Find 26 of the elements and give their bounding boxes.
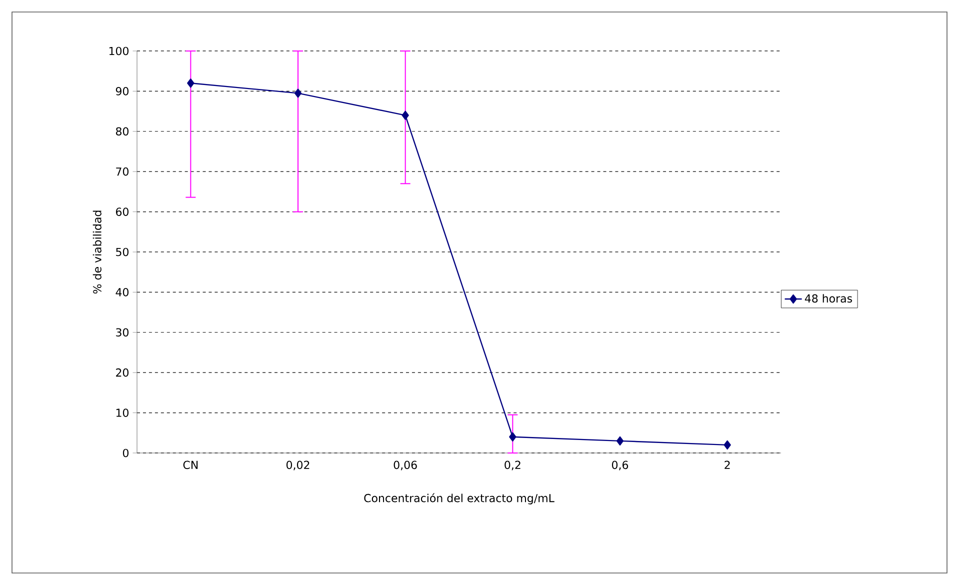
y-tick-label: 30 <box>116 328 128 337</box>
y-tick-label: 100 <box>109 46 128 56</box>
y-tick-label: 70 <box>116 167 128 176</box>
point <box>294 88 302 98</box>
point <box>724 440 731 450</box>
x-tick-label: 2 <box>724 460 730 469</box>
x-tick-label: 0,02 <box>286 460 310 470</box>
x-tick-label: CN <box>183 460 198 470</box>
y-tick-label: 90 <box>116 87 128 96</box>
y-tick-label: 50 <box>116 248 128 256</box>
y-tick-label: 0 <box>122 448 129 458</box>
point <box>509 432 516 442</box>
x-tick-label: 0,06 <box>394 460 417 470</box>
y-tick-label: 80 <box>116 127 128 136</box>
y-tick-label: 20 <box>116 368 128 377</box>
x-axis-title: Concentración del extracto mg/mL <box>364 493 554 504</box>
x-tick-label: 0,2 <box>504 460 520 470</box>
legend-label: 48 horas <box>804 294 852 303</box>
x-tick-label: 0,6 <box>612 460 628 470</box>
point <box>616 436 624 446</box>
y-tick-label: 40 <box>116 288 128 296</box>
y-tick-label: 10 <box>116 408 128 417</box>
point <box>402 110 409 120</box>
y-axis-title: % de viabilidad <box>92 210 102 294</box>
y-tick-label: 60 <box>116 208 128 216</box>
point <box>187 78 194 88</box>
